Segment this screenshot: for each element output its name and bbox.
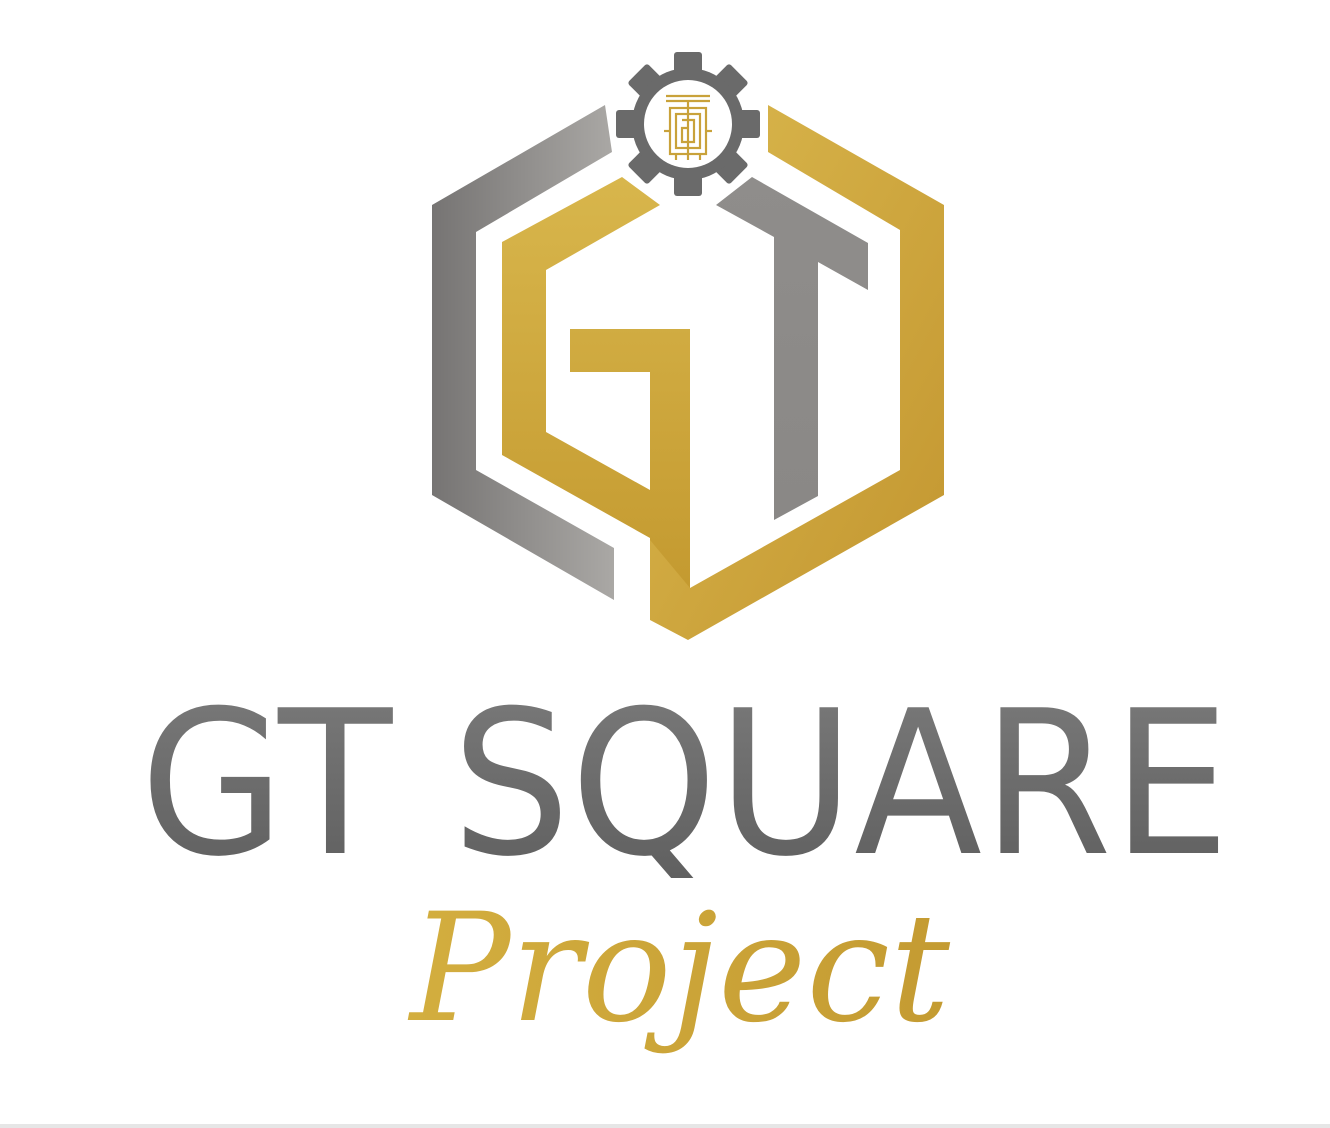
hexagon-left-bracket bbox=[432, 105, 614, 600]
company-name: GT SQUARE bbox=[140, 688, 1230, 878]
gt-hexagon-emblem-icon bbox=[432, 52, 944, 640]
bottom-rule bbox=[0, 1124, 1330, 1128]
tagline-text: Project bbox=[407, 882, 951, 1056]
wordmark: GT SQUARE bbox=[140, 688, 1230, 878]
tagline: Project bbox=[407, 882, 951, 1056]
hexagon-right-chevron bbox=[650, 105, 944, 640]
monogram-t-shape bbox=[716, 177, 868, 520]
circuit-monogram-icon bbox=[664, 94, 712, 160]
monogram-g-shape bbox=[502, 177, 690, 588]
